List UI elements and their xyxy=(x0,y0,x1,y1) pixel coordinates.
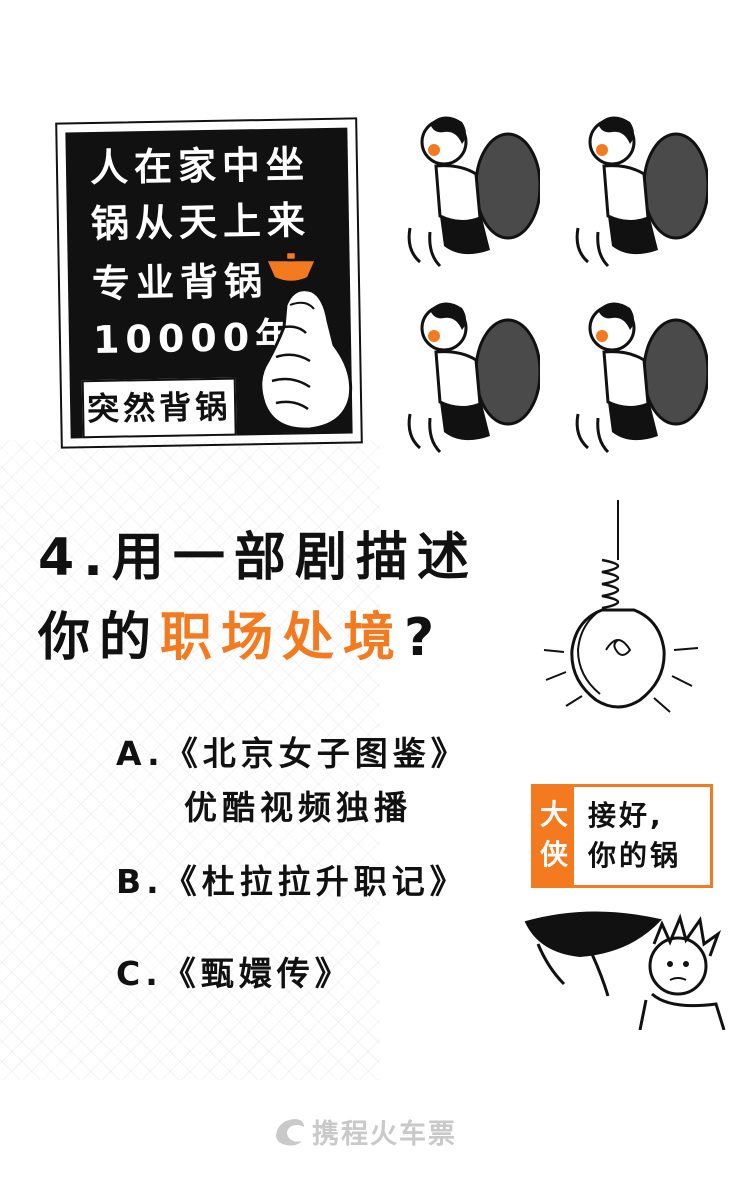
callout-tag-char-1: 大 xyxy=(539,798,568,831)
question-line-1: 4.用一部剧描述 xyxy=(38,528,478,588)
callout-line-1: 接好, xyxy=(588,799,664,832)
callout-line-2: 你的锅 xyxy=(588,839,682,872)
pan-icon xyxy=(264,250,318,284)
wok-catcher-character-icon xyxy=(524,911,726,1030)
footer-logo: 携程火车票 xyxy=(272,1114,457,1150)
question-line-2: 你的职场处境? xyxy=(38,606,443,670)
question-mark: ? xyxy=(404,608,444,668)
wok-carrier-character-icon xyxy=(407,302,540,454)
sign-tag: 突然背锅 xyxy=(81,377,237,439)
hanging-light-bulb-icon xyxy=(543,500,699,713)
sign-line-1: 人在家中坐 xyxy=(89,142,311,191)
finger-heart-hand-icon xyxy=(259,288,353,431)
question-prefix: 你的 xyxy=(38,608,161,668)
sign-line-3: 专业背锅 xyxy=(91,258,269,307)
option-c[interactable]: C.《甄嬛传》 xyxy=(116,954,353,993)
sign-line-2: 锅从天上来 xyxy=(90,198,312,247)
question-highlight: 职场处境 xyxy=(160,608,405,668)
callout-box: 大 侠 接好, 你的锅 xyxy=(531,784,713,888)
callout-tag: 大 侠 xyxy=(534,787,574,885)
footer-brand: 携程火车票 xyxy=(312,1118,457,1150)
wok-carrier-character-icon xyxy=(407,116,540,268)
option-b[interactable]: B.《杜拉拉升职记》 xyxy=(116,862,468,901)
wok-carrier-character-icon xyxy=(575,302,708,454)
callout-tag-char-2: 侠 xyxy=(539,838,568,871)
ctrip-dolphin-logo-icon xyxy=(276,1119,304,1146)
option-a[interactable]: A.《北京女子图鉴》 xyxy=(116,734,469,773)
wok-carrier-character-icon xyxy=(575,116,708,268)
background-pattern xyxy=(0,440,380,1080)
option-a-note: 优酷视频独播 xyxy=(184,788,412,827)
